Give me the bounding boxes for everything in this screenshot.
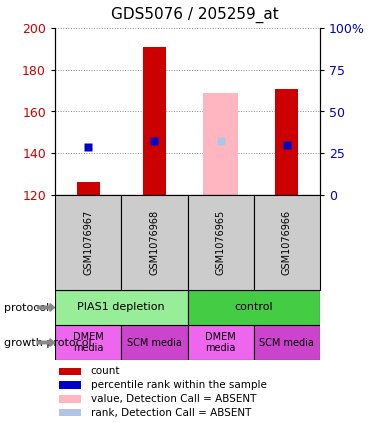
Bar bbox=[254, 195, 320, 290]
Text: GSM1076965: GSM1076965 bbox=[216, 210, 226, 275]
Text: growth protocol: growth protocol bbox=[4, 338, 92, 348]
Text: protocol: protocol bbox=[4, 302, 49, 313]
Text: GDS5076 / 205259_at: GDS5076 / 205259_at bbox=[111, 7, 279, 23]
Text: SCM media: SCM media bbox=[259, 338, 314, 348]
Bar bbox=[59, 409, 81, 416]
Text: GSM1076967: GSM1076967 bbox=[83, 210, 93, 275]
Text: GSM1076968: GSM1076968 bbox=[149, 210, 160, 275]
Bar bbox=[59, 368, 81, 375]
Text: PIAS1 depletion: PIAS1 depletion bbox=[78, 302, 165, 313]
Bar bbox=[188, 290, 320, 325]
Text: count: count bbox=[91, 366, 120, 376]
Bar bbox=[55, 290, 188, 325]
Bar bbox=[204, 93, 238, 195]
Bar bbox=[143, 47, 166, 195]
Bar bbox=[275, 88, 298, 195]
Bar bbox=[254, 325, 320, 360]
Text: GSM1076966: GSM1076966 bbox=[282, 210, 292, 275]
Text: value, Detection Call = ABSENT: value, Detection Call = ABSENT bbox=[91, 394, 256, 404]
Bar bbox=[59, 395, 81, 403]
Bar bbox=[55, 195, 121, 290]
Bar bbox=[55, 325, 121, 360]
Bar bbox=[188, 325, 254, 360]
Text: percentile rank within the sample: percentile rank within the sample bbox=[91, 380, 267, 390]
Bar bbox=[121, 325, 188, 360]
Text: control: control bbox=[234, 302, 273, 313]
Text: DMEM
media: DMEM media bbox=[205, 332, 236, 353]
Bar bbox=[59, 382, 81, 389]
Text: DMEM
media: DMEM media bbox=[73, 332, 103, 353]
Text: rank, Detection Call = ABSENT: rank, Detection Call = ABSENT bbox=[91, 408, 251, 418]
Text: SCM media: SCM media bbox=[127, 338, 182, 348]
Bar bbox=[121, 195, 188, 290]
Bar bbox=[76, 182, 100, 195]
Bar bbox=[188, 195, 254, 290]
